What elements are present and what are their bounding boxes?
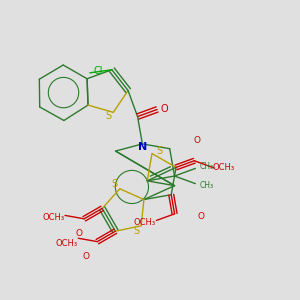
Text: CH₃: CH₃ (199, 162, 213, 171)
Text: O: O (194, 136, 201, 145)
Text: O: O (197, 212, 204, 221)
Text: O: O (83, 252, 90, 261)
Text: S: S (112, 179, 118, 189)
Text: N: N (138, 142, 147, 152)
Text: OCH₃: OCH₃ (42, 213, 64, 222)
Text: S: S (156, 146, 162, 156)
Text: O: O (160, 104, 168, 115)
Text: O: O (76, 229, 82, 238)
Text: OCH₃: OCH₃ (134, 218, 155, 227)
Text: S: S (133, 226, 139, 236)
Text: OCH₃: OCH₃ (213, 164, 235, 172)
Text: OCH₃: OCH₃ (55, 239, 77, 248)
Text: Cl: Cl (93, 66, 103, 76)
Text: CH₃: CH₃ (199, 181, 213, 190)
Text: S: S (105, 111, 112, 121)
